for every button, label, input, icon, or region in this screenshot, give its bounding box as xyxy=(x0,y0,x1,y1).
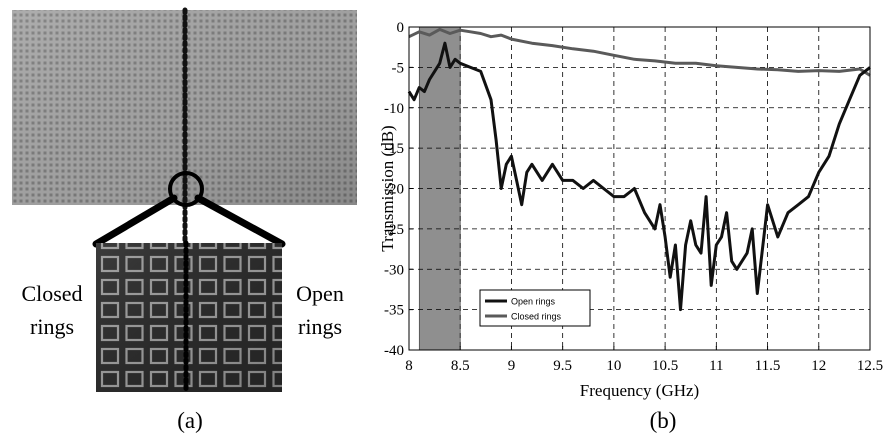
closed-rings-label-line1: Closed xyxy=(21,281,82,306)
grid-layer xyxy=(409,27,870,350)
y-tick-label: -15 xyxy=(384,141,404,157)
y-tick-label: -20 xyxy=(384,182,404,198)
y-tick-label: -35 xyxy=(384,303,404,319)
chart-legend: Open rings Closed rings xyxy=(479,289,591,327)
legend-label: Open rings xyxy=(511,297,556,307)
tick-layer: 8 8.5 9 9.5 10 10.5 11 11.5 12 12.5 0 -5 -10 -15 -20 -2… xyxy=(384,20,883,374)
legend-label: Closed rings xyxy=(511,312,562,322)
transmission-chart: 8 8.5 9 9.5 10 10.5 11 11.5 12 12.5 0 -5 -10 -15 -20 -2… xyxy=(378,20,883,433)
open-rings-label-line1: Open xyxy=(296,281,344,306)
y-tick-label: -10 xyxy=(384,101,404,117)
x-tick-label: 11 xyxy=(709,358,723,374)
legend-box xyxy=(479,289,591,327)
x-tick-label: 12 xyxy=(811,358,826,374)
x-tick-label: 11.5 xyxy=(755,358,781,374)
y-tick-label: -30 xyxy=(384,262,404,278)
y-tick-label: -5 xyxy=(392,60,405,76)
x-tick-label: 12.5 xyxy=(857,358,883,374)
open-rings-label-line2: rings xyxy=(298,314,342,339)
x-tick-label: 10 xyxy=(606,358,621,374)
panel-a-caption: (a) xyxy=(177,408,203,433)
x-tick-label: 8 xyxy=(405,358,413,374)
x-axis-label: Frequency (GHz) xyxy=(580,381,699,400)
y-tick-label: -40 xyxy=(384,343,404,359)
x-tick-label: 9.5 xyxy=(553,358,572,374)
x-tick-label: 10.5 xyxy=(652,358,678,374)
closed-rings-label-line2: rings xyxy=(30,314,74,339)
series-line-open-rings xyxy=(407,41,871,312)
y-tick-label: -25 xyxy=(384,222,404,238)
y-axis-label: Transmission (dB) xyxy=(380,125,397,251)
x-tick-label: 9 xyxy=(508,358,516,374)
x-tick-label: 8.5 xyxy=(451,358,470,374)
panel-b-caption: (b) xyxy=(650,408,677,433)
y-tick-label: 0 xyxy=(397,20,405,36)
series-line-closed-rings xyxy=(408,27,871,77)
panel-b: 8 8.5 9 9.5 10 10.5 11 11.5 12 12.5 0 -5 -10 -15 -20 -2… xyxy=(378,0,887,437)
series-layer xyxy=(407,27,871,312)
magnifier-callout xyxy=(92,171,286,248)
sample-photo-figure: Closed rings Open rings (a) xyxy=(12,7,357,433)
panel-a: Closed rings Open rings (a) xyxy=(0,0,380,437)
zoomed-ring-array xyxy=(96,240,282,395)
